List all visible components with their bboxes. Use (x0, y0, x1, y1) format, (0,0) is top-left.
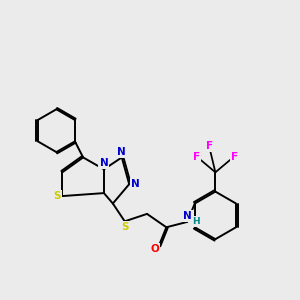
Text: N: N (131, 179, 140, 189)
Text: H: H (192, 217, 199, 226)
Text: F: F (231, 152, 238, 162)
Text: N: N (117, 147, 126, 157)
Text: N: N (183, 211, 191, 221)
Text: F: F (193, 152, 200, 162)
Text: S: S (121, 222, 128, 232)
Text: F: F (206, 140, 214, 151)
Text: O: O (150, 244, 159, 254)
Text: S: S (53, 191, 61, 201)
Text: N: N (100, 158, 108, 168)
